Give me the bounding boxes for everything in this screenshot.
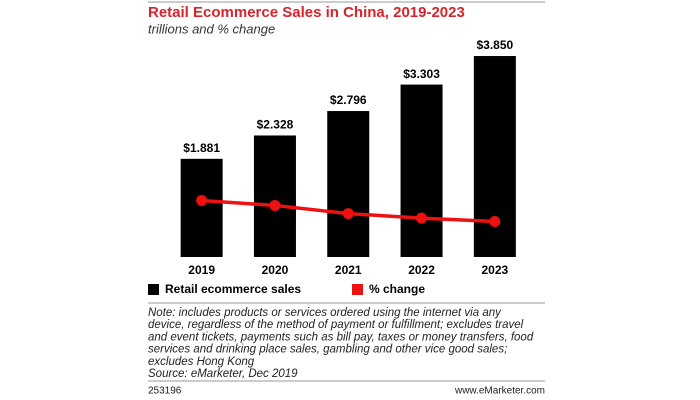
brand: www.eMarketer.com bbox=[454, 386, 545, 397]
x-tick-label: 2019 bbox=[188, 263, 215, 277]
chart-id: 253196 bbox=[148, 386, 182, 397]
legend-swatch bbox=[148, 284, 159, 295]
value-label: 25.9% bbox=[185, 208, 219, 222]
point bbox=[416, 212, 428, 224]
value-label: 18.1% bbox=[405, 225, 439, 239]
point bbox=[342, 208, 354, 220]
note: services and drinking place sales, gambl… bbox=[148, 344, 507, 356]
bar bbox=[327, 111, 370, 257]
note: device, regardless of the method of paym… bbox=[148, 319, 524, 331]
bar bbox=[180, 158, 223, 257]
x-tick-label: 2022 bbox=[408, 263, 435, 277]
point bbox=[196, 194, 208, 206]
value-label: $3.850 bbox=[476, 38, 513, 52]
legend-label: Retail ecommerce sales bbox=[165, 282, 301, 296]
value-label: 20.1% bbox=[331, 221, 365, 235]
x-tick-label: 2020 bbox=[262, 263, 289, 277]
value-label: $3.303 bbox=[403, 67, 440, 81]
x-tick-label: 2021 bbox=[335, 263, 362, 277]
legend-label: % change bbox=[369, 282, 425, 296]
legend-swatch bbox=[352, 284, 363, 295]
bar bbox=[253, 135, 296, 257]
x-tick-label: 2023 bbox=[481, 263, 508, 277]
point bbox=[489, 215, 501, 227]
note: Note: includes products or services orde… bbox=[148, 307, 502, 319]
note: excludes Hong Kong bbox=[148, 356, 255, 368]
bar bbox=[400, 84, 443, 257]
chart-subtitle: trillions and % change bbox=[148, 21, 275, 36]
value-label: $1.881 bbox=[183, 141, 220, 155]
value-label: 23.7% bbox=[258, 213, 292, 227]
note: and event tickets, payments such as bill… bbox=[148, 331, 534, 343]
value-label: $2.328 bbox=[257, 118, 294, 132]
value-label: $2.796 bbox=[330, 93, 367, 107]
chart-title: Retail Ecommerce Sales in China, 2019-20… bbox=[148, 4, 465, 21]
point bbox=[269, 199, 281, 211]
source: Source: eMarketer, Dec 2019 bbox=[148, 368, 298, 380]
value-label: 16.6% bbox=[478, 229, 512, 243]
